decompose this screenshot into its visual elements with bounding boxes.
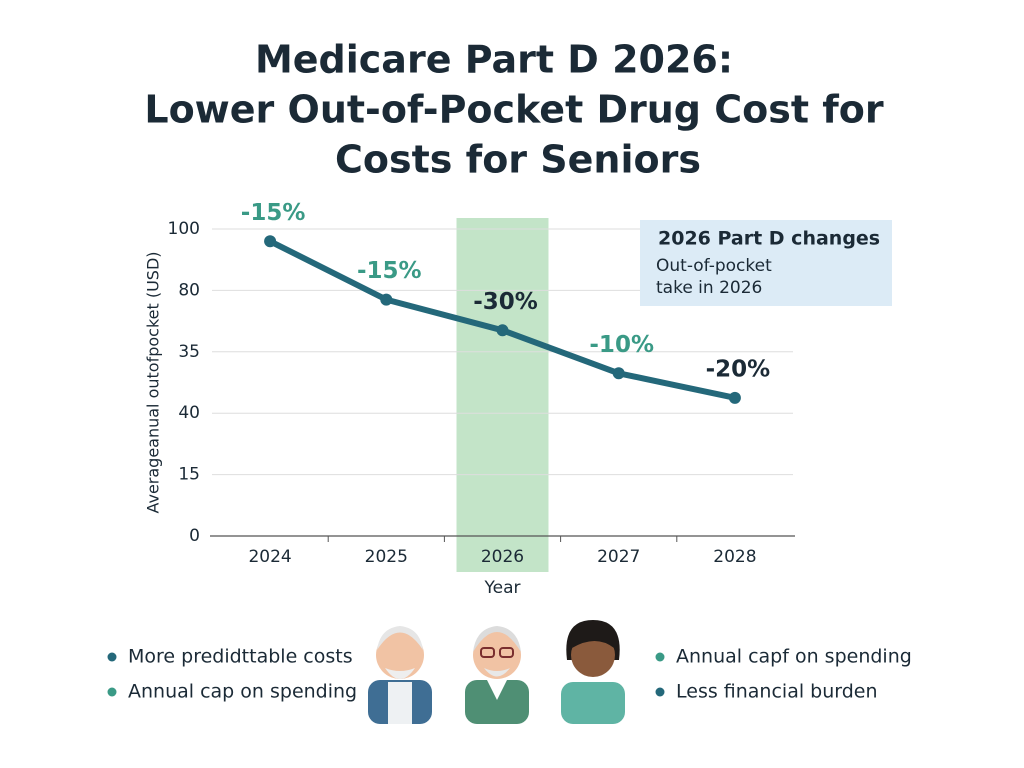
- x-axis-label: Year: [484, 578, 521, 598]
- note-box: [640, 220, 892, 306]
- x-tick-label: 2027: [597, 547, 640, 567]
- y-tick-label: 100: [168, 219, 200, 239]
- y-tick-label: 35: [178, 342, 200, 362]
- y-tick-label: 15: [178, 465, 200, 485]
- bullet-text: Annual capf on spending: [676, 646, 912, 668]
- person-icon: [465, 626, 529, 724]
- bullet-text: More predidttable costs: [128, 646, 353, 668]
- y-tick-label: 40: [178, 403, 200, 423]
- title-line: Lower Out-of-Pocket Drug Cost for: [144, 88, 884, 132]
- data-point: [612, 367, 625, 380]
- x-tick-label: 2025: [365, 547, 408, 567]
- data-point: [264, 235, 277, 248]
- bullet-text: Annual cap on spending: [128, 681, 357, 703]
- title-line: Costs for Seniors: [335, 138, 701, 182]
- people-illustration: [368, 620, 625, 724]
- person-icon: [368, 626, 432, 724]
- note-title: 2026 Part D changes: [658, 228, 880, 250]
- bullet-dot: [107, 687, 117, 697]
- note-line: take in 2026: [656, 278, 762, 298]
- x-tick-label: 2026: [481, 547, 524, 567]
- y-tick-label: 80: [178, 280, 200, 300]
- title-line: Medicare Part D 2026:: [255, 38, 733, 82]
- note-line: Out-of-pocket: [656, 256, 772, 276]
- change-label: -30%: [473, 289, 538, 315]
- change-label: -20%: [706, 356, 771, 382]
- bullet-dot: [655, 652, 665, 662]
- highlight-band: [456, 218, 549, 572]
- data-point: [380, 293, 393, 306]
- change-label: -15%: [357, 258, 422, 284]
- y-axis-label: Averageanual outofpocket (USD): [144, 251, 163, 513]
- data-point: [728, 391, 741, 404]
- change-label: -10%: [589, 332, 654, 358]
- bullet-dot: [107, 652, 117, 662]
- bullet-dot: [655, 687, 665, 697]
- bullet-text: Less financial burden: [676, 681, 878, 703]
- change-label: -15%: [241, 200, 306, 226]
- data-point: [496, 324, 509, 337]
- x-tick-label: 2028: [713, 547, 756, 567]
- x-tick-label: 2024: [248, 547, 291, 567]
- y-tick-label: 0: [189, 526, 200, 546]
- person-icon: [561, 620, 625, 724]
